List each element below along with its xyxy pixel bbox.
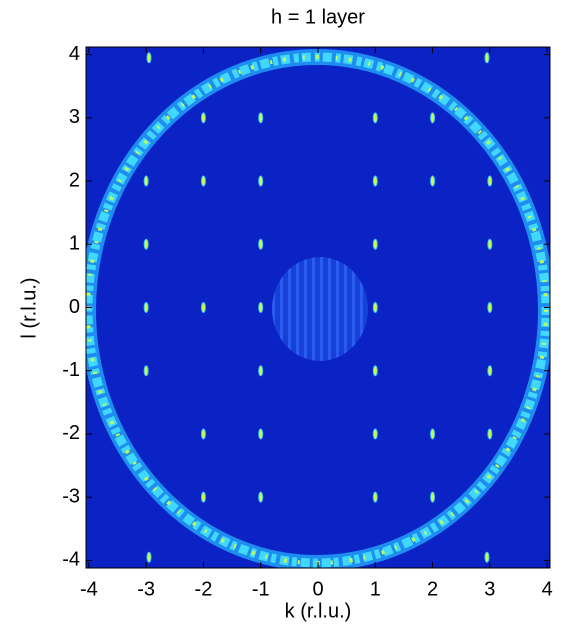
y-tick-label: -4 [62,549,80,571]
peak [143,175,149,187]
peak [258,302,264,313]
peak [200,302,206,313]
peak [258,112,264,124]
y-tick-label: 4 [69,43,80,65]
y-tick-label: -2 [62,422,80,444]
peak [484,52,490,64]
x-tick-label: -3 [137,578,155,600]
pattern [86,49,550,568]
powder-ring [86,55,548,565]
x-tick-label: 3 [484,578,495,600]
peak [372,365,378,377]
peak [143,238,149,250]
x-tick-label: 4 [542,578,553,600]
beam-stop [272,257,368,361]
peak [487,175,493,187]
peak [372,302,378,313]
x-tick-label: 0 [312,578,323,600]
peak [372,175,378,187]
peak [487,428,493,440]
peak [200,175,206,187]
x-tick-label: 2 [427,578,438,600]
peak [258,175,264,187]
x-tick-label: 1 [370,578,381,600]
y-tick-label: 2 [69,169,80,191]
y-tick-label: -1 [62,359,80,381]
peak [258,491,264,503]
peak [484,551,490,563]
chart-title: h = 1 layer [271,6,365,28]
peak [487,238,493,250]
peak [430,491,436,503]
peak [430,175,436,187]
peak [372,112,378,124]
peak [146,52,152,64]
peak [200,112,206,124]
y-tick-label: 1 [69,233,80,255]
peak [258,428,264,440]
peak [143,365,149,377]
peak [487,365,493,377]
x-tick-label: -4 [80,578,98,600]
peak [146,551,152,563]
y-tick-label: -3 [62,485,80,507]
y-tick-label: 0 [69,296,80,318]
peak [487,302,493,313]
peak [430,428,436,440]
peak [258,238,264,250]
x-axis-label: k (r.l.u.) [285,600,352,622]
y-axis-label: l (r.l.u.) [18,277,40,338]
y-tick-label: 3 [69,106,80,128]
peak [200,428,206,440]
x-tick-label: -2 [195,578,213,600]
peak [258,365,264,377]
peak [372,428,378,440]
peak [143,302,149,313]
x-tick-label: -1 [252,578,270,600]
peak [200,491,206,503]
peak [372,238,378,250]
peak [430,112,436,124]
peak [372,491,378,503]
